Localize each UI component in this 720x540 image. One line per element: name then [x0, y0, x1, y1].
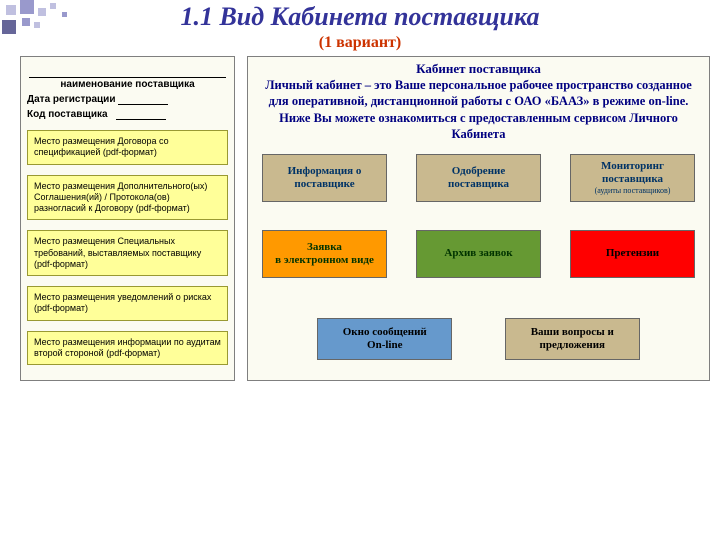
cabinet-panel: Кабинет поставщика Личный кабинет – это … [247, 56, 710, 381]
tile-label: Ваши вопросы и предложения [509, 326, 636, 352]
reg-date-field[interactable] [118, 104, 168, 105]
tile-label: Окно сообщенийOn-line [343, 326, 427, 352]
cabinet-description: Личный кабинет – это Ваше персональное р… [256, 77, 701, 142]
slide-subtitle: (1 вариант) [0, 34, 720, 52]
tile-request[interactable]: Заявкав электронном виде [262, 230, 387, 278]
download-risk-notices[interactable]: Место размещения уведомлений о рисках (p… [27, 286, 228, 321]
tile-monitoring[interactable]: Мониторинг поставщика (аудиты поставщико… [570, 154, 695, 202]
tile-label: Мониторинг поставщика [574, 160, 691, 186]
supplier-code-field[interactable] [116, 119, 166, 120]
tile-supplier-info[interactable]: Информация о поставщике [262, 154, 387, 202]
reg-date-label: Дата регистрации [27, 94, 115, 105]
tile-label: Одобрение поставщика [420, 165, 537, 191]
tile-questions[interactable]: Ваши вопросы и предложения [505, 318, 640, 360]
cabinet-title: Кабинет поставщика [256, 61, 701, 77]
download-special-requirements[interactable]: Место размещения Специальных требований,… [27, 230, 228, 276]
download-audit-info[interactable]: Место размещения информации по аудитам в… [27, 331, 228, 366]
tile-messages[interactable]: Окно сообщенийOn-line [317, 318, 452, 360]
tile-label: Заявкав электронном виде [275, 241, 374, 267]
supplier-name-line [29, 67, 226, 78]
supplier-code-label: Код поставщика [27, 109, 108, 120]
tile-sublabel: (аудиты поставщиков) [595, 186, 671, 196]
tile-label: Архив заявок [444, 247, 512, 260]
supplier-name-label: наименование поставщика [27, 79, 228, 90]
tile-archive[interactable]: Архив заявок [416, 230, 541, 278]
tile-label: Претензии [606, 247, 659, 260]
reg-date-row: Дата регистрации [27, 94, 228, 105]
tile-label: Информация о поставщике [266, 165, 383, 191]
supplier-info-panel: наименование поставщика Дата регистрации… [20, 56, 235, 381]
corner-decoration [0, 0, 85, 35]
tile-approval[interactable]: Одобрение поставщика [416, 154, 541, 202]
supplier-code-row: Код поставщика [27, 109, 228, 120]
slide-title: 1.1 Вид Кабинета поставщика [0, 2, 720, 32]
tile-claims[interactable]: Претензии [570, 230, 695, 278]
download-contract[interactable]: Место размещения Договора со спецификаци… [27, 130, 228, 165]
tile-grid: Информация о поставщике Одобрение постав… [256, 154, 701, 360]
download-additional-agreement[interactable]: Место размещения Дополнительного(ых) Сог… [27, 175, 228, 221]
